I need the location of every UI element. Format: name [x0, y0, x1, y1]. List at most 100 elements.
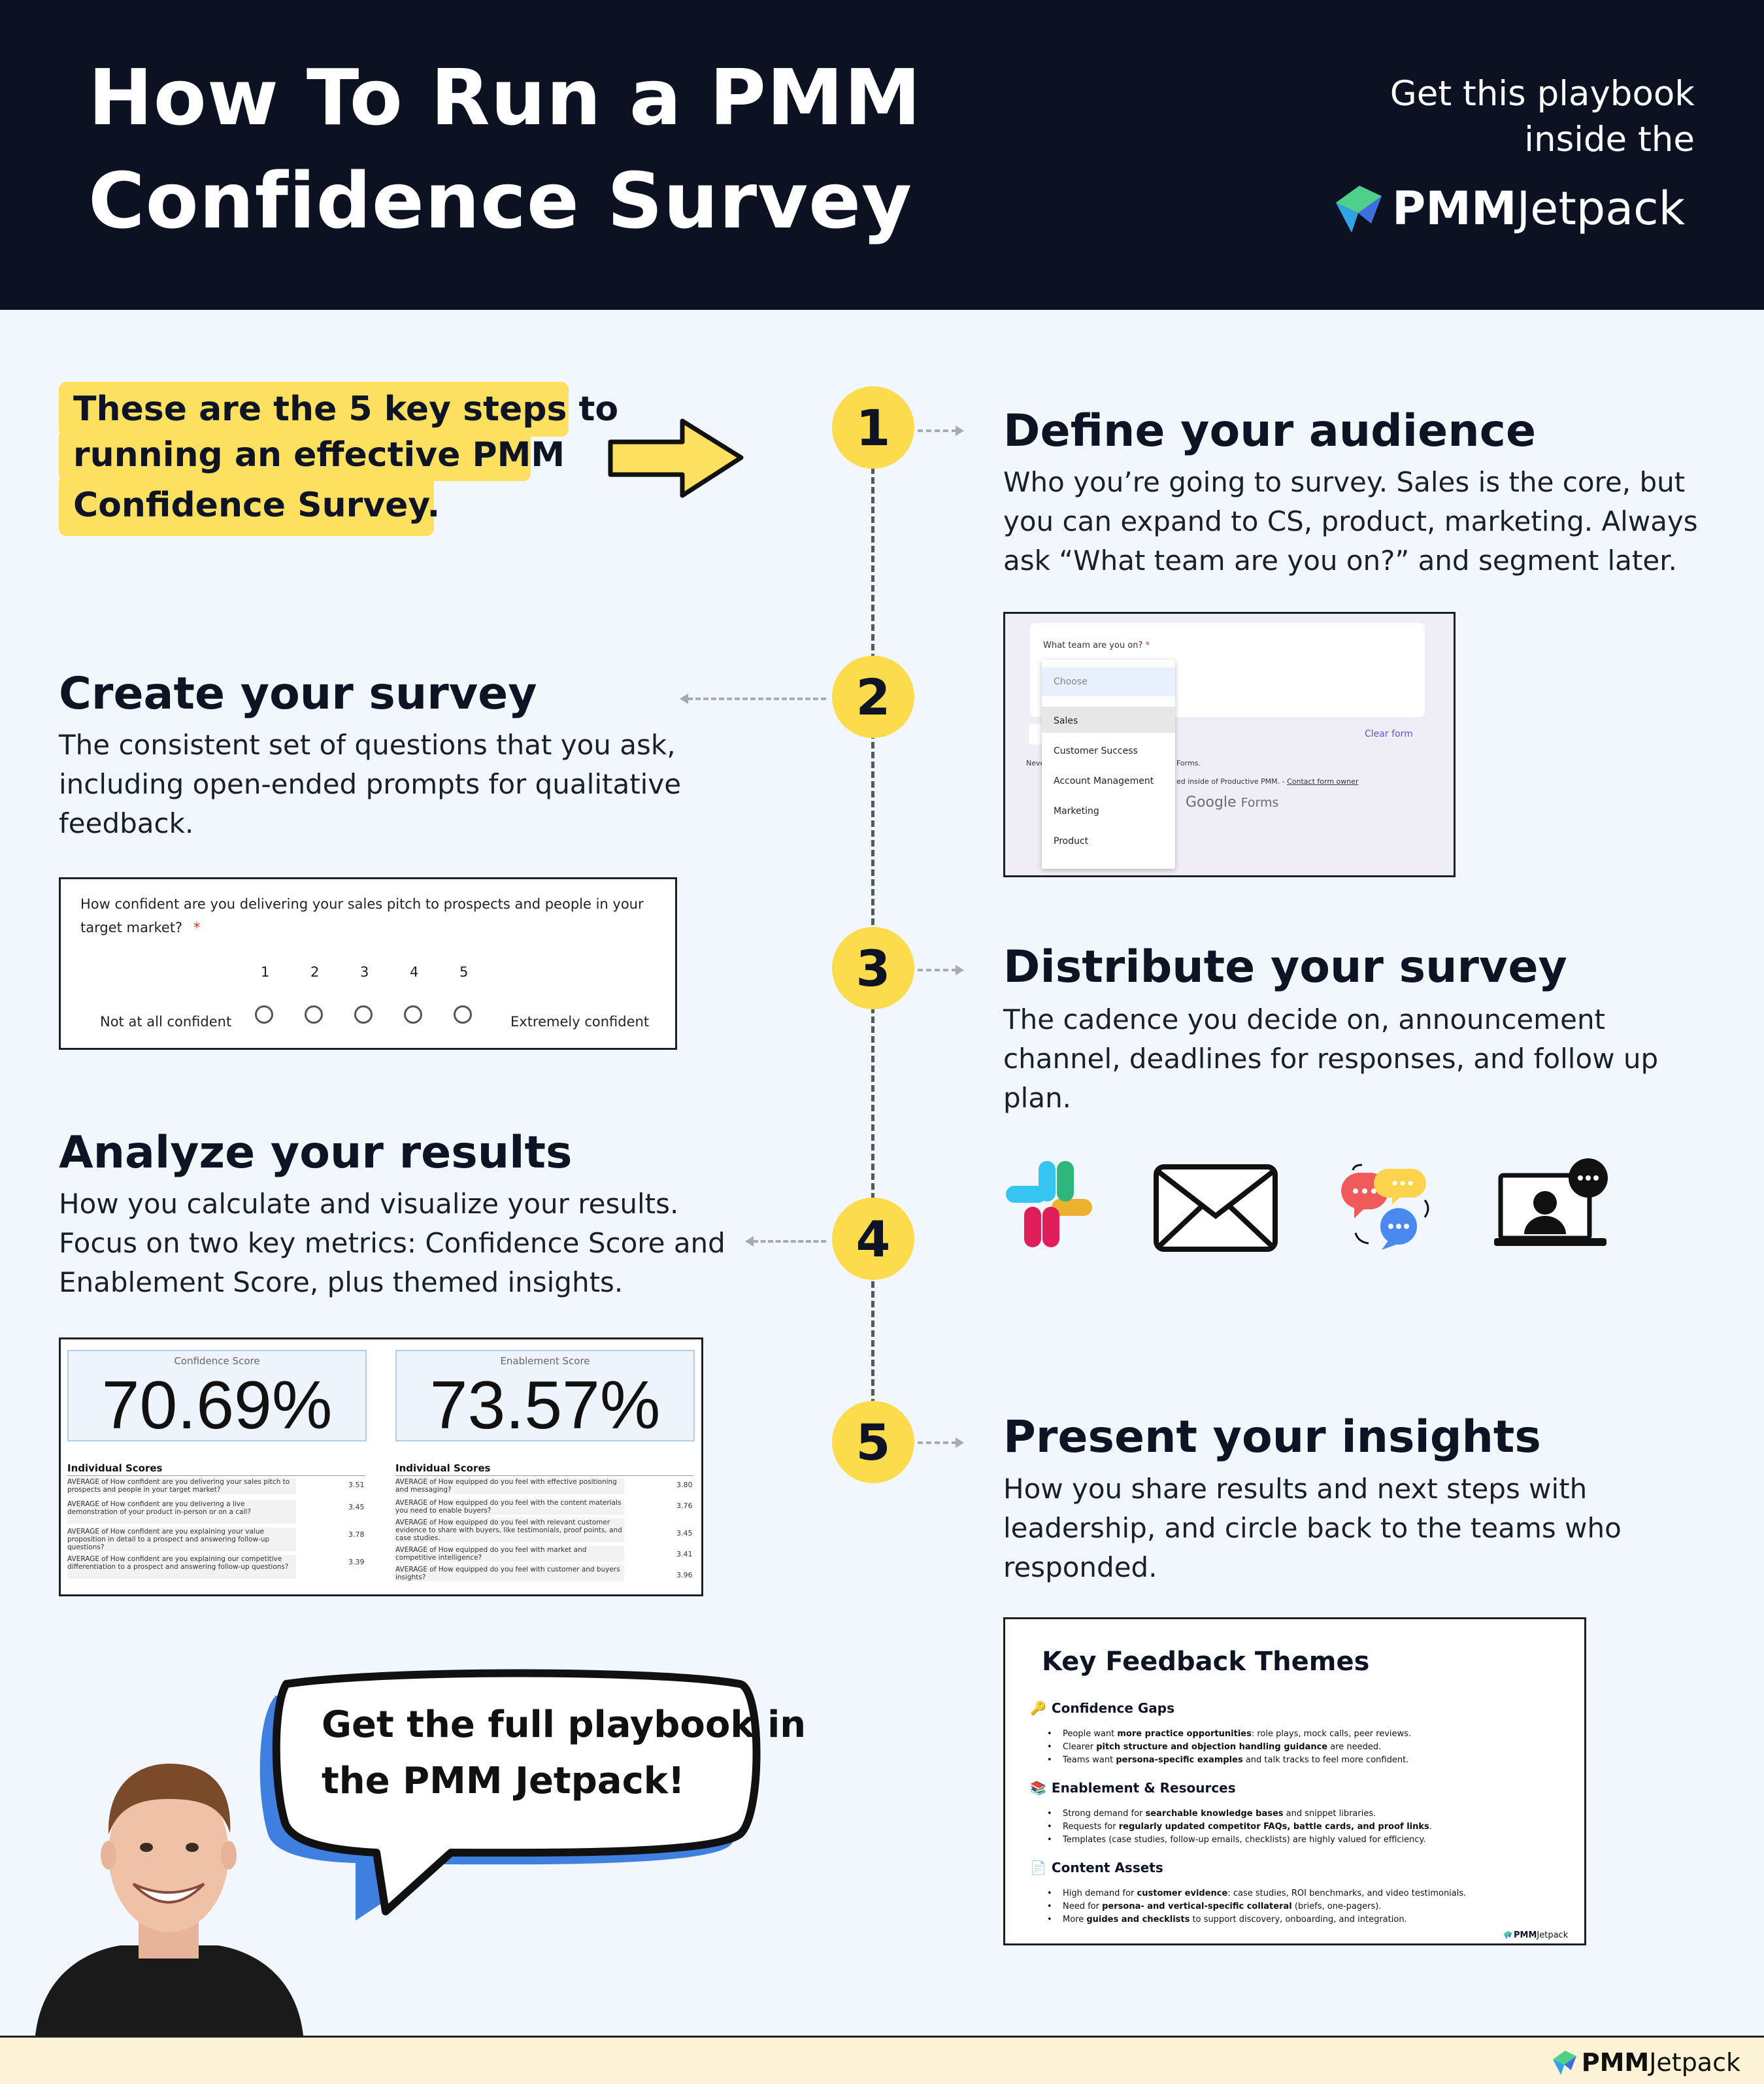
step-2-number: 2 — [832, 656, 914, 738]
item-text: Templates (case studies, follow-up email… — [1063, 1835, 1426, 1845]
connector-3-arrowhead — [956, 965, 964, 975]
scale-label-5: 5 — [459, 964, 469, 980]
step-1-title: Define your audience — [1003, 405, 1537, 457]
dropdown-option-marketing[interactable]: Marketing — [1054, 806, 1099, 816]
item-text: . — [1429, 1822, 1432, 1832]
item-text: Strong demand for — [1063, 1809, 1146, 1819]
radio-option-1[interactable] — [255, 1005, 273, 1024]
step-5-title: Present your insights — [1003, 1411, 1541, 1463]
page-title-line-1: How To Run a PMM — [88, 52, 922, 143]
scale-label-2: 2 — [310, 964, 320, 980]
step-3-title: Distribute your survey — [1003, 941, 1567, 993]
team-dropdown-menu: Choose Sales Customer Success Account Ma… — [1042, 660, 1175, 869]
radio-option-5[interactable] — [454, 1005, 472, 1024]
required-asterisk: * — [1145, 641, 1150, 650]
themes-item: Strong demand for searchable knowledge b… — [1047, 1809, 1376, 1819]
header-brand-logo[interactable]: PMM Jetpack — [1333, 180, 1685, 237]
bubble-line-1: Get the full playbook in — [322, 1704, 807, 1746]
radio-option-4[interactable] — [404, 1005, 422, 1024]
enablement-row-2-score: 3.76 — [676, 1502, 693, 1510]
form-question-label: What team are you on? — [1043, 641, 1143, 650]
scale-label-1: 1 — [261, 964, 270, 980]
forms-wordmark: Forms — [1240, 796, 1279, 810]
header: How To Run a PMM Confidence Survey Get t… — [0, 0, 1764, 310]
item-text: to support discovery, onboarding, and in… — [1190, 1915, 1407, 1924]
connector-5-arrowhead — [956, 1437, 964, 1448]
themes-item: Need for persona- and vertical-specific … — [1047, 1902, 1381, 1911]
page-title-line-2: Confidence Survey — [88, 156, 913, 246]
confidence-individual-heading: Individual Scores — [67, 1462, 163, 1474]
jetpack-logo-icon — [1503, 1930, 1512, 1940]
themes-item: Templates (case studies, follow-up email… — [1047, 1835, 1426, 1845]
item-bold: more practice opportunities — [1117, 1729, 1252, 1739]
item-text: : role plays, mock calls, peer reviews. — [1251, 1729, 1412, 1739]
presenter-avatar — [35, 1763, 303, 2036]
connector-3 — [918, 969, 957, 971]
brand-text-jetpack: Jetpack — [1537, 1930, 1569, 1940]
enablement-row-2-text: AVERAGE of How equipped do you feel with… — [395, 1499, 624, 1515]
confidence-row-3-text: AVERAGE of How confident are you explain… — [67, 1528, 296, 1551]
themes-item: People want more practice opportunities:… — [1047, 1729, 1412, 1739]
item-text: More — [1063, 1915, 1087, 1924]
enablement-row-1-text: AVERAGE of How equipped do you feel with… — [395, 1478, 624, 1494]
likert-question-label: How confident are you delivering your sa… — [80, 896, 644, 935]
connector-5 — [918, 1441, 957, 1444]
confidence-row-4-text: AVERAGE of How confident are you explain… — [67, 1555, 296, 1579]
promo-line-2: inside the — [1524, 120, 1695, 160]
google-wordmark: Google — [1186, 794, 1237, 811]
themes-brand-logo: PMM Jetpack — [1503, 1929, 1568, 1941]
footer: PMM Jetpack — [0, 2036, 1764, 2084]
forms-fragment: Forms. — [1176, 759, 1201, 767]
created-inside-text: ed inside of Productive PMM. - — [1176, 777, 1285, 786]
intro-line-1: These are the 5 key steps to — [59, 382, 618, 437]
radio-option-3[interactable] — [354, 1005, 373, 1024]
pointing-arrow-icon — [608, 418, 744, 498]
item-bold: regularly updated competitor FAQs, battl… — [1118, 1822, 1429, 1832]
item-bold: persona- and vertical-specific collatera… — [1102, 1902, 1292, 1911]
item-text: and talk tracks to feel more confident. — [1242, 1755, 1409, 1765]
radio-option-2[interactable] — [305, 1005, 323, 1024]
step-5-description: How you share results and next steps wit… — [1003, 1473, 1622, 1583]
enablement-row-1-score: 3.80 — [676, 1481, 693, 1489]
step-3-number: 3 — [832, 927, 914, 1009]
email-icon — [1154, 1164, 1278, 1252]
slack-icon — [1006, 1161, 1092, 1247]
chat-bubbles-icon — [1341, 1164, 1429, 1250]
brand-text-pmm: PMM — [1581, 2048, 1650, 2077]
themes-section-confidence-name: Confidence Gaps — [1051, 1700, 1175, 1716]
feedback-themes-screenshot: Key Feedback Themes 🔑 Confidence Gaps Pe… — [1003, 1617, 1586, 1945]
confidence-score-box: Confidence Score 70.69% — [67, 1350, 367, 1443]
step-4-title: Analyze your results — [59, 1127, 573, 1179]
footer-brand-logo[interactable]: PMM Jetpack — [1552, 2048, 1740, 2077]
themes-item: More guides and checklists to support di… — [1047, 1915, 1407, 1924]
form-created-inside: ed inside of Productive PMM. - Contact f… — [1176, 777, 1359, 786]
enablement-score-label: Enablement Score — [500, 1355, 590, 1367]
connector-1 — [918, 429, 957, 432]
step-1-number: 1 — [832, 386, 914, 469]
contact-owner-link[interactable]: Contact form owner — [1287, 777, 1359, 786]
scale-low-label: Not at all confident — [100, 1014, 232, 1030]
brand-text-jetpack: Jetpack — [1649, 2048, 1740, 2077]
confidence-row-3-score: 3.78 — [348, 1530, 365, 1539]
brand-text-pmm: PMM — [1514, 1930, 1537, 1940]
themes-item: Clearer pitch structure and objection ha… — [1047, 1742, 1381, 1752]
dropdown-choose-row[interactable] — [1042, 667, 1175, 696]
connector-4-arrowhead — [745, 1236, 754, 1247]
themes-item: Teams want persona-specific examples and… — [1047, 1755, 1409, 1765]
confidence-row-1-score: 3.51 — [348, 1481, 365, 1489]
clear-form-link[interactable]: Clear form — [1365, 729, 1413, 739]
confidence-row-2-text: AVERAGE of How confident are you deliver… — [67, 1500, 296, 1524]
key-icon: 🔑 — [1030, 1700, 1046, 1716]
dropdown-option-customer-success[interactable]: Customer Success — [1054, 746, 1138, 756]
connector-2 — [688, 697, 826, 700]
intro-line-3: Confidence Survey. — [59, 475, 440, 536]
themes-section-content-name: Content Assets — [1051, 1860, 1163, 1875]
item-text: : case studies, ROI benchmarks, and vide… — [1227, 1889, 1467, 1898]
form-question-text: What team are you on? * — [1043, 641, 1150, 650]
dropdown-option-account-management[interactable]: Account Management — [1054, 776, 1154, 786]
item-text: Clearer — [1063, 1742, 1097, 1752]
required-asterisk: * — [193, 920, 201, 935]
dropdown-option-product[interactable]: Product — [1054, 836, 1089, 847]
video-call-icon — [1494, 1158, 1608, 1246]
dropdown-option-sales[interactable]: Sales — [1054, 716, 1078, 726]
